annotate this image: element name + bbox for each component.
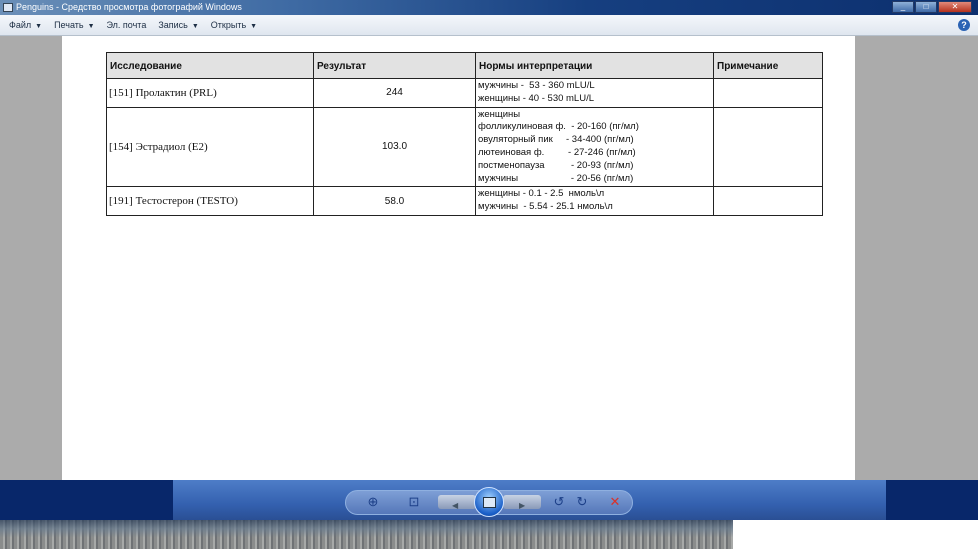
fit-window-icon[interactable]: ⊡ [408, 494, 420, 509]
rotate-right-icon[interactable]: ↻ [576, 494, 588, 509]
previous-icon: ◀ [452, 501, 459, 510]
menu-print[interactable]: Печать ▼ [54, 20, 94, 30]
header-result: Результат [313, 52, 476, 79]
menu-bar: Файл ▼ Печать ▼ Эл. почта Запись ▼ Открыть ▼… [0, 15, 978, 36]
maximize-button[interactable]: □ [915, 1, 937, 13]
header-test: Исследование [106, 52, 314, 79]
delete-icon[interactable]: ✕ [609, 494, 621, 509]
test-name: [191] Тестостерон (TESTO) [106, 186, 314, 216]
rotate-left-icon[interactable]: ↺ [553, 494, 565, 509]
menu-open[interactable]: Открыть ▼ [211, 20, 257, 30]
test-name: [154] Эстрадиол (E2) [106, 106, 314, 188]
test-note [713, 186, 823, 216]
next-button[interactable]: ▶ [503, 495, 541, 510]
window-title: Penguins - Средство просмотра фотографий… [16, 2, 242, 12]
test-result: 244 [313, 78, 476, 108]
background-photo [0, 520, 733, 549]
slideshow-button[interactable] [474, 487, 504, 517]
close-button[interactable]: ✕ [938, 1, 972, 13]
menu-label: Печать [54, 20, 84, 30]
test-norms: мужчины - 53 - 360 mLU/L женщины - 40 - … [475, 78, 714, 108]
header-norms: Нормы интерпретации [475, 52, 714, 79]
blank-area [733, 520, 978, 549]
test-result: 58.0 [313, 186, 476, 216]
minimize-button[interactable]: _ [892, 1, 914, 13]
chevron-down-icon: ▼ [250, 23, 258, 30]
menu-burn[interactable]: Запись ▼ [158, 20, 198, 30]
app-icon [3, 3, 13, 12]
results-table: Исследование Результат Нормы интерпретац… [106, 52, 823, 216]
header-note: Примечание [713, 52, 823, 79]
menu-label: Запись [158, 20, 188, 30]
menu-email[interactable]: Эл. почта [107, 20, 147, 30]
test-result: 103.0 [313, 106, 476, 188]
test-norms: женщины - 0.1 - 2.5 нмоль\л мужчины - 5.… [475, 186, 714, 216]
help-icon[interactable]: ? [958, 19, 970, 31]
previous-button[interactable]: ◀ [438, 495, 476, 510]
title-bar: Penguins - Средство просмотра фотографий… [0, 0, 978, 15]
next-icon: ▶ [519, 501, 526, 510]
table-header-row: Исследование Результат Нормы интерпретац… [106, 52, 823, 79]
table-row: [191] Тестостерон (TESTO) 58.0 женщины -… [106, 186, 823, 216]
test-norms: женщины фолликулиновая ф. - 20-160 (пг/м… [475, 106, 714, 188]
chevron-down-icon: ▼ [35, 23, 43, 30]
zoom-icon[interactable]: ⊕ [367, 494, 379, 509]
table-row: [154] Эстрадиол (E2) 103.0 женщины фолли… [106, 106, 823, 188]
test-note [713, 106, 823, 188]
test-name: [151] Пролактин (PRL) [106, 78, 314, 108]
menu-label: Эл. почта [106, 20, 147, 30]
table-row: [151] Пролактин (PRL) 244 мужчины - 53 -… [106, 78, 823, 108]
slideshow-icon [483, 497, 496, 508]
menu-label: Открыть [210, 20, 247, 30]
menu-label: Файл [9, 20, 32, 30]
chevron-down-icon: ▼ [87, 23, 95, 30]
menu-file[interactable]: Файл ▼ [9, 20, 42, 30]
chevron-down-icon: ▼ [191, 23, 199, 30]
test-note [713, 78, 823, 108]
document-image: Исследование Результат Нормы интерпретац… [62, 36, 855, 480]
